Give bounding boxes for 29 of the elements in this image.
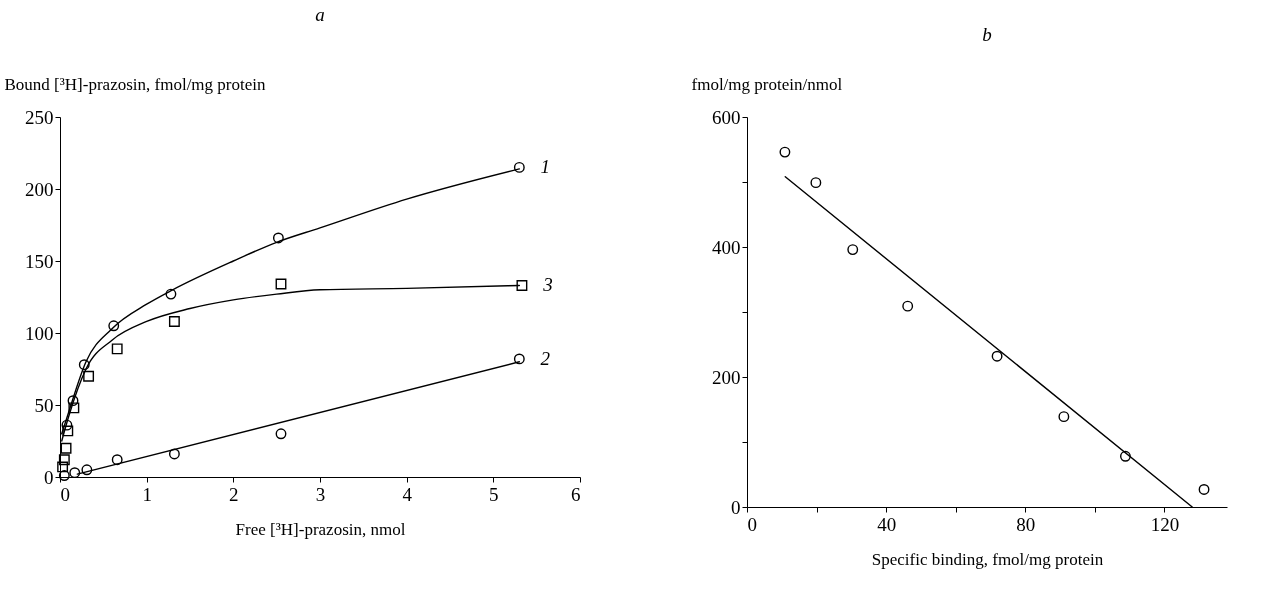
y-tick-label: 200 xyxy=(25,178,54,200)
x-tick-label: 2 xyxy=(229,483,239,505)
x-tick-label: 3 xyxy=(315,483,326,505)
y-tick-label: 250 xyxy=(25,106,54,128)
y-tick-label: 0 xyxy=(44,466,54,488)
x-tick-label: 6 xyxy=(571,483,581,505)
x-tick-label: 5 xyxy=(489,483,499,505)
y-axis-title: fmol/mg protein/nmol xyxy=(691,74,843,94)
chart-title: a xyxy=(315,4,325,25)
y-tick-label: 200 xyxy=(712,366,741,388)
x-tick-label: 0 xyxy=(747,513,757,535)
y-axis-title: Bound [³H]-prazosin, fmol/mg protein xyxy=(4,74,266,94)
x-tick-label: 120 xyxy=(1150,513,1180,535)
series-label: 1 xyxy=(540,156,551,178)
x-tick-label: 0 xyxy=(60,483,70,505)
x-axis-title: Specific binding, fmol/mg protein xyxy=(871,549,1104,569)
y-tick-label: 50 xyxy=(34,394,54,416)
y-tick-label: 150 xyxy=(25,250,54,272)
x-tick-label: 4 xyxy=(402,483,413,505)
y-tick-label: 400 xyxy=(712,236,741,258)
y-tick-label: 100 xyxy=(25,322,54,344)
x-tick-label: 80 xyxy=(1016,513,1036,535)
x-tick-label: 1 xyxy=(142,483,152,505)
chart-title: b xyxy=(982,24,992,45)
series-label: 3 xyxy=(542,274,553,296)
x-tick-label: 40 xyxy=(877,513,897,535)
y-tick-label: 600 xyxy=(712,106,741,128)
x-axis-title: Free [³H]-prazosin, nmol xyxy=(235,519,406,539)
series-label: 2 xyxy=(540,347,551,369)
